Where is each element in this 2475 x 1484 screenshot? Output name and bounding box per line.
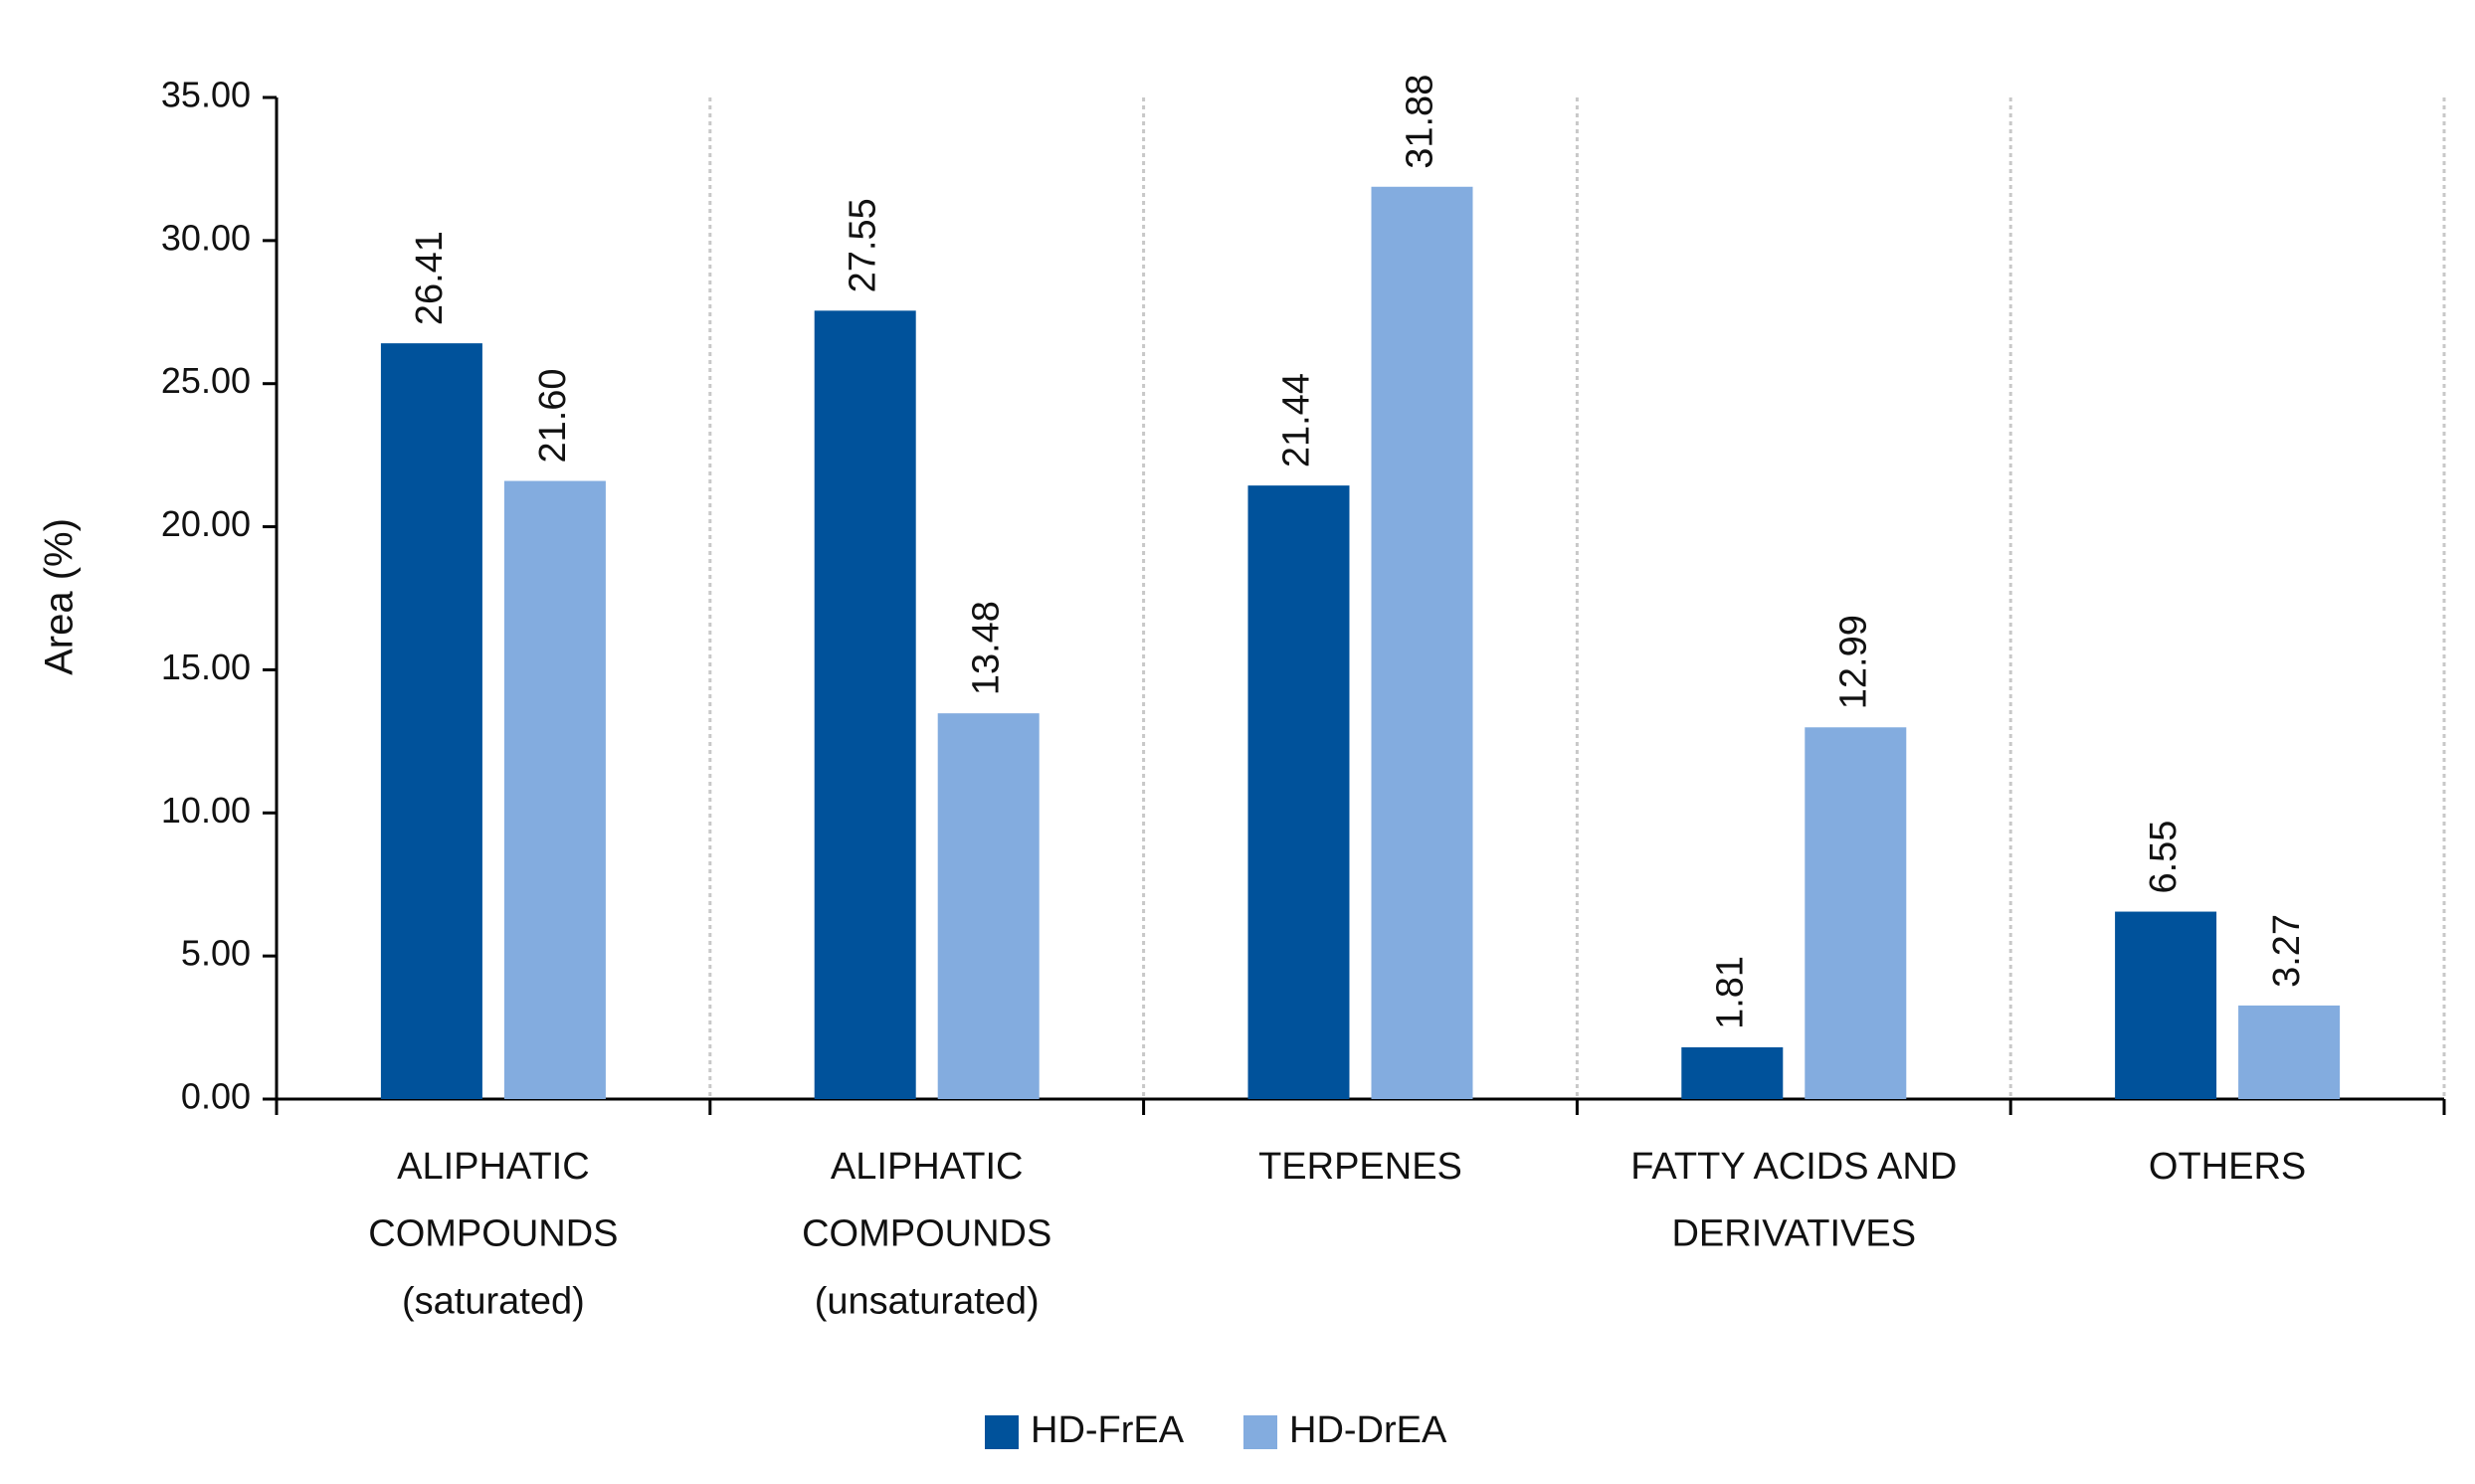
x-tick-label: TERPENES [1258,1146,1462,1188]
bar [814,310,916,1099]
bar [380,343,482,1099]
x-tick-label: ALIPHATIC COMPOUNDS (saturated) [368,1146,618,1322]
value-label: 21.60 [532,368,574,463]
legend-swatch [985,1415,1019,1449]
y-axis-label: Area (%) [38,518,82,675]
legend-label: HD-FrEA [1031,1409,1185,1451]
value-label: 13.48 [966,601,1008,695]
bar [1247,485,1350,1099]
y-tick-label: 15.00 [161,647,251,687]
value-label: 26.41 [409,231,451,325]
x-tick-label: ALIPHATIC COMPOUNDS (unsaturated) [802,1146,1051,1322]
value-label: 12.99 [1832,615,1874,709]
bar [2115,911,2217,1099]
value-label: 3.27 [2266,914,2308,988]
value-label: 31.88 [1400,75,1441,169]
value-label: 27.55 [843,198,884,292]
y-tick-label: 10.00 [161,790,251,831]
x-tick-label: OTHERS [2149,1146,2306,1188]
legend-label: HD-DrEA [1289,1409,1447,1451]
bar [1805,727,1907,1099]
legend-swatch [1243,1415,1277,1449]
y-tick-label: 20.00 [161,503,251,544]
bar [1371,186,1473,1100]
bar [1681,1046,1784,1099]
value-label: 1.81 [1709,956,1751,1029]
bar [2238,1005,2341,1099]
x-tick-label: FATTY ACIDS AND DERIVATIVES [1630,1146,1957,1255]
y-tick-label: 0.00 [181,1076,251,1117]
value-label: 21.44 [1276,373,1318,467]
y-tick-label: 5.00 [181,933,251,974]
bar [503,480,606,1100]
value-label: 6.55 [2143,821,2185,894]
y-tick-label: 25.00 [161,360,251,401]
bar [937,713,1040,1099]
y-tick-label: 30.00 [161,217,251,258]
y-tick-label: 35.00 [161,75,251,115]
